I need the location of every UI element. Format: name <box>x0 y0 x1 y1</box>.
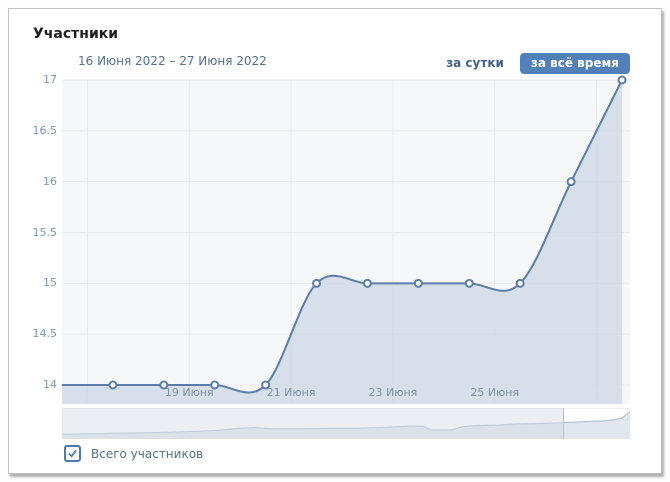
overview-chart[interactable] <box>62 408 630 439</box>
data-point[interactable] <box>515 278 525 288</box>
data-point[interactable] <box>464 278 474 288</box>
data-point[interactable] <box>159 380 169 390</box>
x-tick-label: 19 Июня <box>164 386 214 399</box>
y-tick-label: 14 <box>43 378 57 391</box>
data-point[interactable] <box>413 278 423 288</box>
series-area <box>62 80 622 404</box>
period-day-button[interactable]: за сутки <box>446 56 504 70</box>
data-point[interactable] <box>312 278 322 288</box>
stats-panel: Участники 16 Июня 2022 – 27 Июня 2022 за… <box>8 8 662 474</box>
y-tick-label: 14.5 <box>32 327 58 341</box>
overview-dim-overlay <box>62 408 563 439</box>
data-point[interactable] <box>210 380 220 390</box>
data-point[interactable] <box>261 380 271 390</box>
y-tick-label: 16.5 <box>32 123 58 137</box>
y-tick-label: 15 <box>43 276 57 290</box>
legend-checkbox[interactable] <box>64 445 81 462</box>
x-tick-label: 23 Июня <box>368 386 418 399</box>
main-chart[interactable]: 19 Июня 21 Июня 23 Июня 25 Июня <box>62 75 630 404</box>
period-alltime-button[interactable]: за всё время <box>519 52 630 74</box>
page-title: Участники <box>33 26 119 42</box>
y-tick-label: 16 <box>43 174 57 188</box>
main-chart-svg <box>62 75 630 404</box>
legend-row: Всего участников <box>64 445 203 462</box>
data-point[interactable] <box>617 75 627 85</box>
overview-selection-handle[interactable] <box>562 408 630 439</box>
legend-label: Всего участников <box>91 446 204 461</box>
data-point[interactable] <box>362 278 372 288</box>
data-point[interactable] <box>108 380 118 390</box>
period-controls: за сутки за всё время <box>446 52 630 74</box>
data-point[interactable] <box>566 177 576 187</box>
checkmark-icon <box>68 449 77 458</box>
x-tick-label: 25 Июня <box>470 386 520 399</box>
x-tick-label: 21 Июня <box>266 386 316 399</box>
y-tick-label: 17 <box>43 73 57 86</box>
y-tick-label: 15.5 <box>32 225 58 239</box>
date-range-label: 16 Июня 2022 – 27 Июня 2022 <box>78 54 267 68</box>
